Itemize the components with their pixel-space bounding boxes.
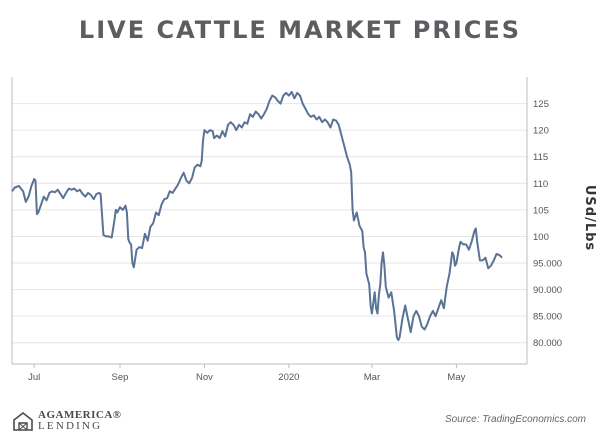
x-tick-label: Nov xyxy=(196,372,213,383)
y-tick-label: 85.000 xyxy=(533,312,562,323)
y-tick-label: 125 xyxy=(533,99,549,110)
x-tick-label: Mar xyxy=(364,372,380,383)
grid-lines xyxy=(12,103,527,344)
barn-icon xyxy=(13,411,33,431)
y-tick-label: 105 xyxy=(533,205,549,216)
y-tick-label: 120 xyxy=(533,126,549,137)
y-tick-label: 80.000 xyxy=(533,338,562,349)
x-tick-label: Sep xyxy=(112,372,129,383)
series-group xyxy=(11,90,503,342)
y-axis-label: USd/Lbs xyxy=(582,185,597,251)
brand-logo: AGAMERICA® LENDING xyxy=(12,408,122,434)
y-tick-label: 115 xyxy=(533,152,548,163)
chart-title: LIVE CATTLE MARKET PRICES xyxy=(78,16,522,44)
x-axis-ticks: Jul Sep Nov 2020 Mar May xyxy=(28,364,466,383)
x-tick-label: Jul xyxy=(28,372,40,383)
brand-subname: LENDING xyxy=(38,420,103,432)
y-tick-label: 90.000 xyxy=(533,285,562,296)
y-tick-label: 95.000 xyxy=(533,259,562,270)
y-tick-label: 100 xyxy=(533,232,549,243)
x-tick-label: 2020 xyxy=(278,372,299,383)
brand-name: AGAMERICA® xyxy=(38,409,122,421)
axes xyxy=(11,77,528,365)
y-tick-label: 110 xyxy=(533,179,548,190)
y-axis-ticks: 80.000 85.000 90.000 95.000 100 105 110 115 120 1… xyxy=(533,99,562,349)
series-line xyxy=(11,90,503,342)
source-credit: Source: TradingEconomics.com xyxy=(445,414,586,425)
x-tick-label: May xyxy=(447,372,465,383)
